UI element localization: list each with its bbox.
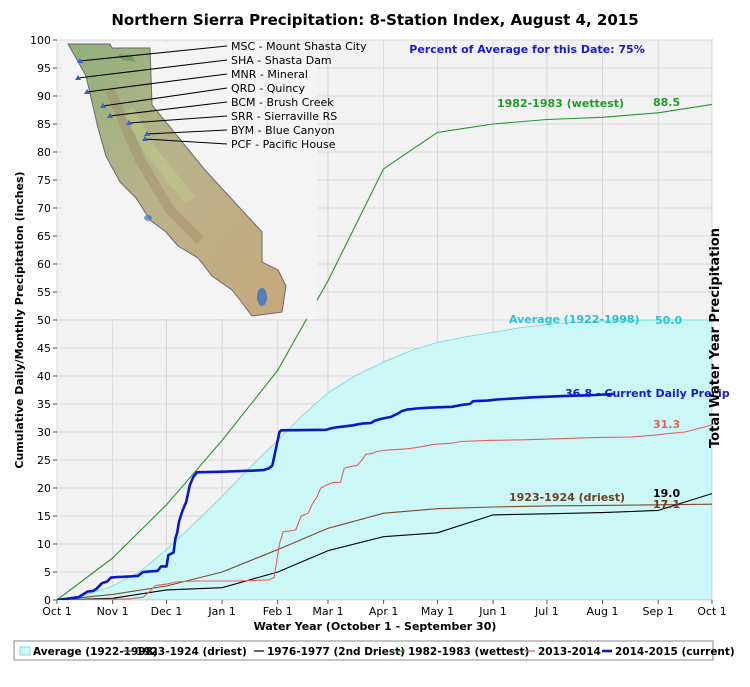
station-marker-icon bbox=[77, 58, 83, 63]
legend-box bbox=[13, 640, 714, 661]
station-marker-icon bbox=[126, 120, 132, 125]
annotation-current-label: 36.8 - Current Daily Precip bbox=[565, 387, 730, 400]
x-tick-label: Apr 1 bbox=[369, 605, 399, 618]
station-label: PCF - Pacific House bbox=[231, 138, 336, 151]
station-leader-line bbox=[79, 45, 228, 62]
legend: Average (1922-1998)1923-1924 (driest) 197… bbox=[19, 646, 735, 658]
y-tick-label: 60 bbox=[37, 258, 51, 271]
y-tick-label: 5 bbox=[44, 566, 51, 579]
y-tick-label: 15 bbox=[37, 510, 51, 523]
station-marker-icon bbox=[144, 131, 150, 136]
station-label: SHA - Shasta Dam bbox=[231, 54, 332, 67]
percent-of-average-label: Percent of Average for this Date: 75% bbox=[409, 43, 644, 56]
x-tick-label: Aug 1 bbox=[587, 605, 619, 618]
series-layer bbox=[57, 103, 712, 600]
y-axis: 0 5 10 15 20 25 30 35 40 45 50 55 60 65 70 75 80 85 90 95 10… bbox=[30, 34, 57, 607]
y-tick-label: 35 bbox=[37, 398, 51, 411]
station-leader-line bbox=[144, 138, 228, 145]
station-marker-icon bbox=[107, 113, 113, 118]
y-tick-label: 70 bbox=[37, 202, 51, 215]
x-tick-label: Sep 1 bbox=[643, 605, 674, 618]
california-outline bbox=[67, 43, 287, 317]
y-tick-label: 10 bbox=[37, 538, 51, 551]
x-tick-label: Feb 1 bbox=[263, 605, 293, 618]
legend-item-label: 1923-1924 (driest) bbox=[136, 646, 247, 658]
legend-item-label: 2013-2014 bbox=[538, 646, 601, 658]
x-tick-label: Jan 1 bbox=[207, 605, 235, 618]
y-tick-label: 45 bbox=[37, 342, 51, 355]
station-label: BYM - Blue Canyon bbox=[231, 124, 335, 137]
california-map-image bbox=[62, 42, 317, 319]
legend-item-label: 2014-2015 (current) bbox=[615, 646, 735, 658]
y-tick-label: 0 bbox=[44, 594, 51, 607]
y-tick-label: 85 bbox=[37, 118, 51, 131]
y-tick-label: 75 bbox=[37, 174, 51, 187]
x-tick-label: Oct 1 bbox=[42, 605, 72, 618]
chart-title: Northern Sierra Precipitation: 8-Station… bbox=[111, 11, 638, 29]
annotation-driest-label: 1923-1924 (driest) bbox=[509, 491, 625, 504]
station-label: MNR - Mineral bbox=[231, 68, 308, 81]
station-label: SRR - Sierraville RS bbox=[231, 110, 337, 123]
station-leader-line bbox=[146, 129, 228, 135]
x-tick-label: Jun 1 bbox=[478, 605, 507, 618]
station-marker-icon bbox=[84, 89, 90, 94]
series-line-1982-1983-wettest bbox=[57, 103, 712, 600]
station-label: QRD - Quincy bbox=[231, 82, 305, 95]
annotation-wettest-label: 1982-1983 (wettest) bbox=[497, 97, 624, 110]
annotation-wettest-value: 88.5 bbox=[653, 96, 680, 109]
y-tick-label: 50 bbox=[37, 314, 51, 327]
series-line-2014-2015-current bbox=[57, 392, 614, 600]
x-tick-label: Nov 1 bbox=[97, 605, 129, 618]
station-leader-line bbox=[102, 87, 228, 107]
y-tick-label: 100 bbox=[30, 34, 51, 47]
annotation-average-value: 50.0 bbox=[655, 314, 682, 327]
x-tick-label: Dec 1 bbox=[151, 605, 183, 618]
station-leader-line bbox=[128, 115, 228, 124]
station-leader-line bbox=[109, 101, 228, 117]
x-tick-label: Oct 1 bbox=[697, 605, 727, 618]
station-label: BCM - Brush Creek bbox=[231, 96, 334, 109]
y-tick-label: 30 bbox=[37, 426, 51, 439]
station-leader-line bbox=[77, 59, 228, 79]
legend-item-label: 1982-1983 (wettest) bbox=[408, 646, 529, 658]
x-tick-label: Mar 1 bbox=[312, 605, 343, 618]
station-marker-icon bbox=[142, 136, 148, 141]
y-tick-label: 25 bbox=[37, 454, 51, 467]
x-tick-label: May 1 bbox=[421, 605, 454, 618]
y-tick-label: 20 bbox=[37, 482, 51, 495]
legend-item-label: Average (1922-1998) bbox=[33, 646, 158, 658]
station-marker-icon bbox=[100, 103, 106, 108]
y-tick-label: 80 bbox=[37, 146, 51, 159]
y-axis-title: Cumulative Daily/Monthly Precipitation (… bbox=[13, 171, 26, 468]
series-annotations: 1982-1983 (wettest) 88.5 Average (1922-199… bbox=[497, 96, 730, 511]
legend-swatch bbox=[19, 646, 31, 656]
station-leader-line bbox=[86, 73, 228, 93]
annotation-1923-1924-value: 17.1 bbox=[653, 498, 680, 511]
y-tick-label: 90 bbox=[37, 90, 51, 103]
y-tick-label: 55 bbox=[37, 286, 51, 299]
legend-item-label: 1976-1977 (2nd Driest) bbox=[267, 646, 405, 658]
annotation-1976-1977-value: 19.0 bbox=[653, 487, 680, 500]
annotation-average-label: Average (1922-1998) bbox=[509, 313, 640, 326]
y-tick-label: 95 bbox=[37, 62, 51, 75]
series-line-2013-2014 bbox=[57, 424, 712, 600]
y-tick-label: 40 bbox=[37, 370, 51, 383]
series-line-1976-1977-2nd-driest bbox=[57, 493, 712, 600]
x-axis-title: Water Year (October 1 - September 30) bbox=[254, 620, 497, 633]
y-tick-label: 65 bbox=[37, 230, 51, 243]
right-axis-title: Total Water Year Precipitation bbox=[708, 228, 723, 448]
x-axis: Oct 1 Nov 1 Dec 1 Jan 1 Feb 1 Mar 1 Apr 1 May 1… bbox=[42, 600, 727, 618]
annotation-2013-2014-value: 31.3 bbox=[653, 418, 680, 431]
x-tick-label: Jul 1 bbox=[534, 605, 559, 618]
station-marker-icon bbox=[75, 75, 81, 80]
station-label: MSC - Mount Shasta City bbox=[231, 40, 367, 53]
series-line-1923-1924-driest bbox=[57, 503, 712, 600]
